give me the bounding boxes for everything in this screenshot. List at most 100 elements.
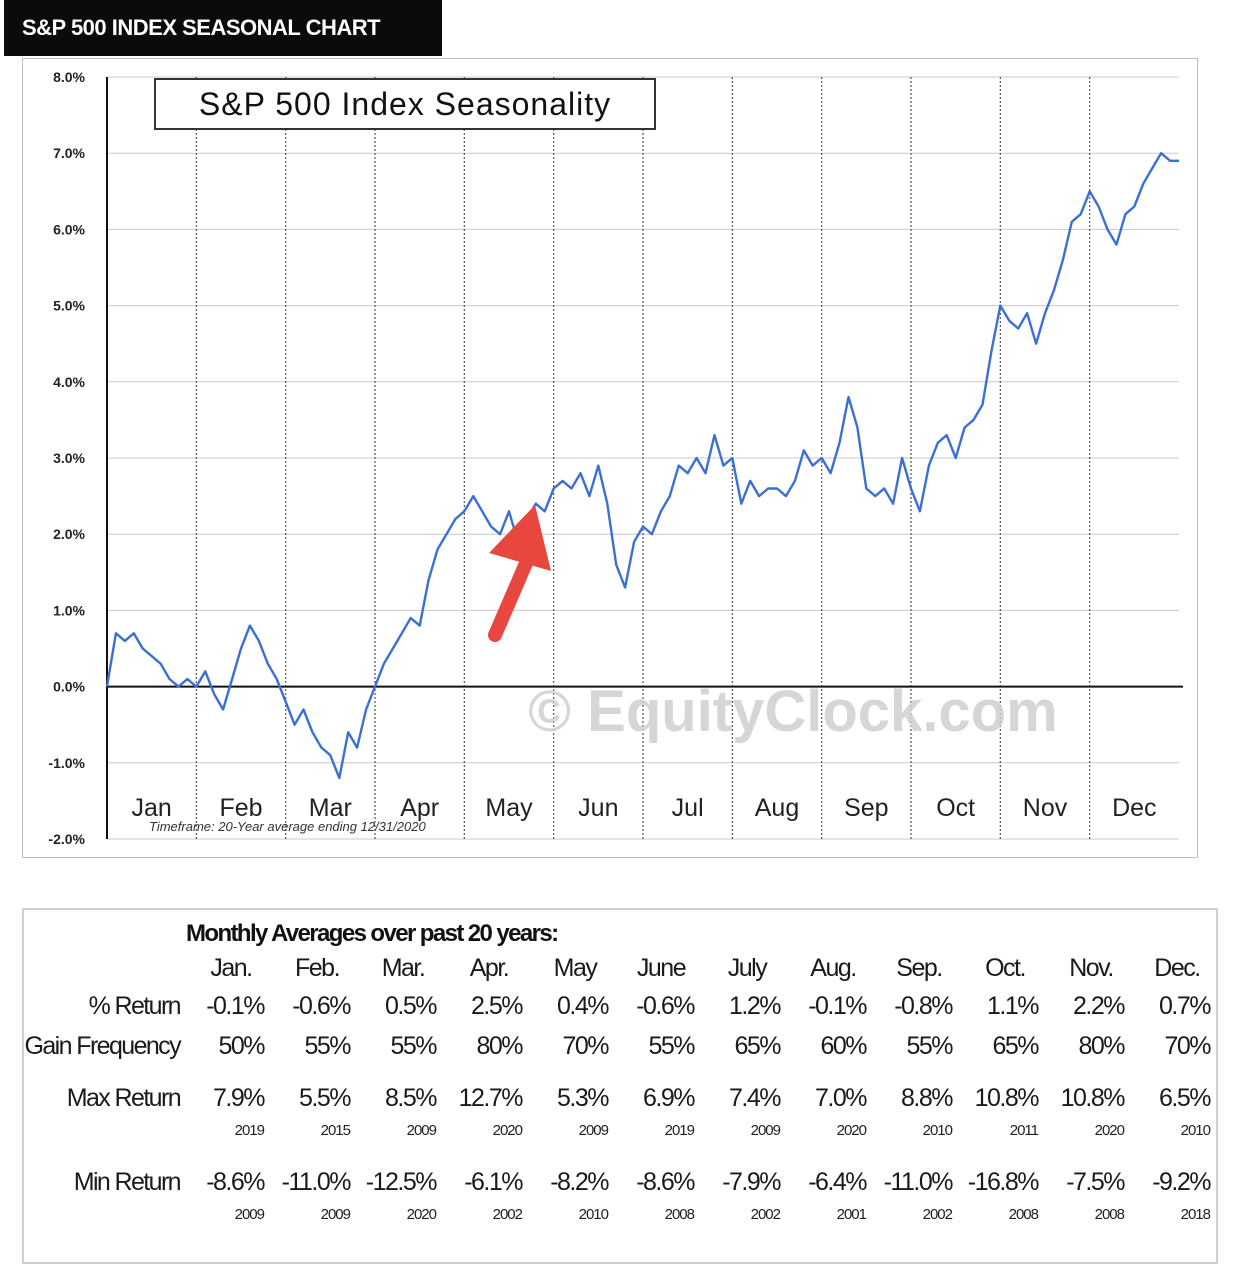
table-year: 2010 — [1180, 1122, 1211, 1139]
table-year: 2020 — [836, 1122, 867, 1139]
table-cell: 0.4% — [557, 992, 609, 1020]
table-cell: 55% — [304, 1032, 351, 1060]
table-year: 2020 — [492, 1122, 523, 1139]
table-cell: -0.1% — [808, 992, 867, 1020]
month-header: Sep. — [896, 954, 943, 982]
table-cell: -0.8% — [894, 992, 953, 1020]
series-line — [105, 152, 1179, 780]
table-cell: -8.2% — [550, 1168, 609, 1196]
table-cell: -0.1% — [206, 992, 265, 1020]
row-label: Min Return — [73, 1168, 182, 1196]
table-cell: 10.8% — [1060, 1084, 1126, 1112]
table-year: 2009 — [234, 1206, 265, 1223]
table-cell: -16.8% — [967, 1168, 1040, 1196]
table-year: 2010 — [922, 1122, 953, 1139]
table-cell: -11.0% — [281, 1168, 352, 1196]
table-year: 2019 — [234, 1122, 265, 1139]
table-cell: 7.0% — [815, 1084, 867, 1112]
x-month-label: Apr — [400, 794, 439, 822]
y-tick-label: 1.0% — [53, 602, 85, 618]
table-cell: -7.5% — [1066, 1168, 1125, 1196]
x-month-label: Sep — [844, 794, 888, 822]
x-month-label: Jun — [578, 794, 618, 822]
month-header: Mar. — [381, 954, 426, 982]
table-cell: 60% — [820, 1032, 867, 1060]
table-year: 2011 — [1009, 1122, 1039, 1139]
table-cell: 8.8% — [901, 1084, 953, 1112]
table-title: Monthly Averages over past 20 years: — [186, 920, 559, 947]
table-year: 2002 — [492, 1206, 523, 1223]
table-year: 2002 — [750, 1206, 781, 1223]
y-tick-label: 5.0% — [53, 298, 85, 314]
x-month-label: Jan — [132, 794, 172, 822]
table-year: 2009 — [578, 1122, 609, 1139]
chart-panel: 8.0% 7.0% 6.0% 5.0% 4.0% 3.0% 2.0% 1.0% 0.0% -1.0… — [22, 58, 1198, 858]
table-year: 2010 — [578, 1206, 609, 1223]
table-cell: 65% — [734, 1032, 781, 1060]
table-cell: 65% — [992, 1032, 1039, 1060]
x-month-label: Nov — [1023, 794, 1068, 822]
y-tick-label: 6.0% — [53, 221, 85, 237]
table-cell: 80% — [1078, 1032, 1125, 1060]
month-header: Apr. — [469, 954, 510, 982]
table-cell: -6.1% — [464, 1168, 523, 1196]
table-year: 2009 — [406, 1122, 437, 1139]
table-cell: 6.5% — [1159, 1084, 1211, 1112]
table-year: 2001 — [836, 1206, 867, 1223]
header-title: S&P 500 INDEX SEASONAL CHART — [22, 15, 381, 40]
table-cell: -0.6% — [636, 992, 695, 1020]
y-tick-label: 7.0% — [53, 145, 85, 161]
table-cell: 2.2% — [1073, 992, 1125, 1020]
x-month-label: Mar — [309, 794, 352, 822]
table-cell: 55% — [906, 1032, 953, 1060]
y-tick-label: -2.0% — [48, 831, 85, 847]
table-cell: 55% — [648, 1032, 695, 1060]
x-month-label: Dec — [1112, 794, 1156, 822]
monthly-averages-table: Monthly Averages over past 20 years: Jan… — [22, 908, 1218, 1264]
month-header: Dec. — [1154, 954, 1201, 982]
table-year: 2008 — [1008, 1206, 1039, 1223]
table-cell: 6.9% — [643, 1084, 695, 1112]
table-cell: -6.4% — [808, 1168, 867, 1196]
y-tick-label: 0.0% — [53, 679, 85, 695]
chart-title-box — [154, 78, 656, 130]
table-cell: 0.5% — [385, 992, 437, 1020]
chart-title: S&P 500 Index Seasonality — [199, 86, 611, 122]
arrow-head — [489, 505, 551, 571]
table-cell: -8.6% — [636, 1168, 695, 1196]
row-label: Gain Frequency — [24, 1032, 182, 1060]
table-cell: -0.6% — [292, 992, 351, 1020]
page-header: S&P 500 INDEX SEASONAL CHART — [4, 0, 442, 56]
table-cell: 5.5% — [299, 1084, 351, 1112]
row-label: Max Return — [66, 1084, 182, 1112]
month-header: Nov. — [1069, 954, 1114, 982]
table-year: 2009 — [320, 1206, 351, 1223]
table-year: 2020 — [406, 1206, 437, 1223]
y-tick-label: -1.0% — [48, 755, 85, 771]
table-cell: -8.6% — [206, 1168, 265, 1196]
table-year: 2008 — [664, 1206, 695, 1223]
table-cell: 5.3% — [557, 1084, 609, 1112]
watermark: © EquityClock.com — [528, 679, 1057, 744]
table-cell: 0.7% — [1159, 992, 1211, 1020]
y-tick-label: 4.0% — [53, 374, 85, 390]
x-month-label: Aug — [755, 794, 799, 822]
table-year: 2019 — [664, 1122, 695, 1139]
table-cell: -7.9% — [722, 1168, 781, 1196]
table-year: 2018 — [1180, 1206, 1211, 1223]
month-header: June — [636, 954, 687, 982]
seasonality-chart: 8.0% 7.0% 6.0% 5.0% 4.0% 3.0% 2.0% 1.0% 0.0% -1.0… — [48, 69, 1183, 847]
table-cell: 10.8% — [974, 1084, 1040, 1112]
table-cell: 12.7% — [458, 1084, 524, 1112]
table-cell: 8.5% — [385, 1084, 437, 1112]
month-header: May — [553, 954, 598, 982]
table-year: 2015 — [320, 1122, 351, 1139]
table-cell: -9.2% — [1152, 1168, 1211, 1196]
table-cell: 70% — [562, 1032, 609, 1060]
table-year: 2008 — [1094, 1206, 1125, 1223]
month-header: July — [727, 954, 768, 982]
table-cell: 1.2% — [729, 992, 781, 1020]
month-header: Oct. — [985, 954, 1026, 982]
table-year: 2020 — [1094, 1122, 1125, 1139]
y-tick-label: 3.0% — [53, 450, 85, 466]
